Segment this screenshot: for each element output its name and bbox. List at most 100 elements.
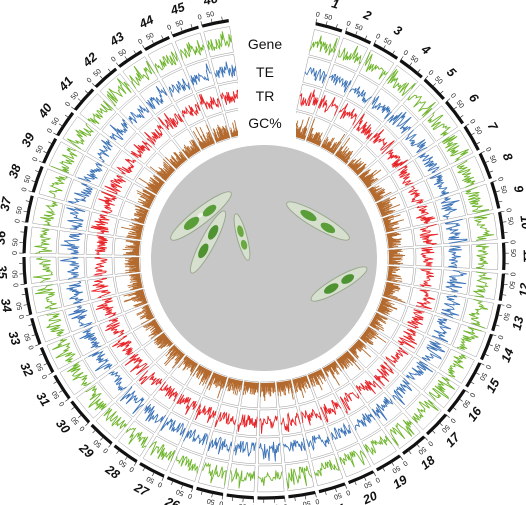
te-track-sector: [231, 435, 257, 465]
gc-bar: [197, 146, 201, 151]
gc-bar: [146, 315, 154, 320]
gc-track-sector: [240, 380, 259, 409]
te-track-label: TE: [256, 64, 274, 80]
gc-bar: [338, 357, 348, 369]
gene-track-sector: [174, 32, 208, 66]
gc-bar: [330, 149, 334, 153]
gc-bar: [246, 381, 249, 391]
gc-bar: [282, 381, 285, 389]
gc-bar: [326, 142, 332, 151]
diatom-cell: [170, 191, 232, 241]
chromosome-label: 46: [201, 0, 219, 8]
tick-mark: [84, 90, 89, 95]
tick-mark: [191, 487, 194, 493]
gc-bar: [133, 226, 143, 230]
gc-bar: [190, 361, 196, 368]
gc-bar: [326, 365, 330, 371]
gc-bar: [385, 223, 399, 228]
gc-bar: [361, 175, 368, 181]
gene-track-sector: [334, 37, 369, 72]
gc-bar: [377, 308, 390, 315]
gc-bar: [214, 374, 219, 384]
gc-bar: [341, 355, 350, 366]
gc-bar: [378, 204, 390, 210]
karyotype-arc: [201, 19, 229, 28]
gene-signal-line: [201, 461, 227, 486]
tick-mark: [107, 68, 112, 74]
gc-bar: [386, 283, 399, 288]
gc-bar: [377, 202, 386, 207]
gc-bar: [219, 376, 225, 387]
gc-bar: [341, 153, 347, 161]
tick-mark: [438, 422, 443, 426]
gc-bar: [344, 352, 354, 363]
gc-bar: [126, 236, 141, 240]
te-track-sector: [425, 167, 459, 199]
gc-bar: [367, 327, 379, 336]
gc-bar: [361, 176, 366, 181]
tr-track-sector: [120, 348, 154, 381]
gc-bar: [163, 163, 174, 173]
gc-bar: [147, 311, 152, 315]
chromosome-9: 050 9: [490, 176, 526, 209]
gc-bar: [378, 203, 392, 210]
gc-bar: [386, 232, 399, 236]
gc-bar: [280, 381, 284, 392]
tick-mark: [221, 494, 224, 500]
gc-bar: [385, 227, 398, 232]
gc-bar: [345, 352, 361, 371]
tick-label: 50: [12, 238, 19, 246]
gc-bar: [137, 205, 149, 211]
gc-bar: [130, 218, 145, 224]
karyotype-arc: [402, 435, 426, 455]
gc-bar: [129, 269, 140, 272]
diatom-cell: [233, 213, 251, 261]
tr-track-sector: [380, 341, 414, 373]
gc-bar: [169, 347, 178, 355]
gc-bar: [144, 204, 150, 208]
gc-bar: [339, 356, 345, 363]
gc-bar: [145, 321, 157, 329]
tick-mark: [20, 283, 26, 285]
tick-mark: [211, 492, 214, 498]
gc-bar: [142, 204, 150, 209]
gc-bar: [186, 147, 193, 156]
tr-signal-line: [144, 124, 164, 146]
tick-mark: [345, 27, 348, 33]
tick-label: 50: [35, 145, 45, 155]
gc-bar: [385, 285, 400, 290]
tick-label: 50: [473, 126, 483, 136]
gene-signal-line: [46, 313, 66, 337]
gc-bar: [379, 305, 390, 311]
gc-bar: [358, 339, 365, 346]
tick-mark: [452, 406, 457, 411]
gc-bar: [252, 382, 254, 389]
gc-bar: [138, 177, 159, 192]
gc-bar: [145, 313, 153, 318]
gc-bar: [158, 171, 168, 180]
gc-bar: [126, 235, 141, 239]
tick-mark: [124, 455, 129, 461]
gc-bar: [335, 146, 343, 156]
gc-bar: [331, 362, 340, 375]
gc-bar: [387, 236, 393, 239]
track-frame: [407, 201, 439, 227]
gc-bar: [153, 174, 165, 184]
gc-bar: [134, 291, 144, 296]
gc-bar: [319, 369, 326, 379]
gc-bar: [147, 184, 159, 192]
gc-bar: [387, 238, 395, 241]
tr-track-sector: [236, 407, 258, 437]
te-track-sector: [304, 427, 334, 459]
track-frame: [311, 453, 344, 487]
gc-track-sector: [335, 349, 365, 381]
gc-bar: [149, 179, 162, 188]
gc-bar: [387, 238, 397, 241]
gc-bar: [209, 372, 215, 385]
gc-bar: [138, 217, 145, 221]
gc-bar: [231, 379, 235, 387]
chromosome-label: 44: [136, 13, 156, 32]
tr-signal-line: [198, 93, 222, 110]
gc-bar: [212, 373, 216, 379]
